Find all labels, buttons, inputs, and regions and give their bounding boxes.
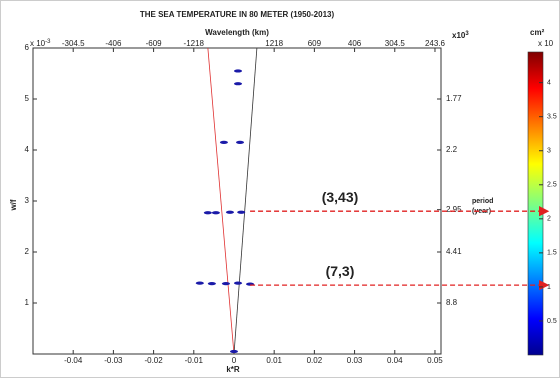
x2-tick-label: -1218 [184, 39, 205, 48]
colorbar-tick-label: 2 [547, 216, 551, 223]
y2-tick-label: 8.8 [446, 298, 458, 307]
colorbar-tick-label: 1.5 [547, 250, 557, 257]
y2-tick-label: 2.2 [446, 145, 458, 154]
x2-tick-label: 304.5 [385, 39, 406, 48]
x2-tick-label: -304.5 [62, 39, 85, 48]
x-label: k*R [226, 365, 240, 374]
annotation: (3,43) [322, 189, 359, 205]
colorbar [527, 51, 544, 356]
point [195, 281, 204, 285]
point [221, 282, 230, 286]
x-tick-label: 0.02 [307, 356, 323, 365]
x-tick-label: 0 [232, 356, 237, 365]
exponent: x 10-3 [30, 39, 51, 49]
annotation: (7,3) [326, 263, 355, 279]
point [229, 349, 238, 354]
x-tick-label: 0.05 [427, 356, 443, 365]
point [237, 210, 246, 214]
point [234, 281, 243, 285]
y-tick-label: 4 [25, 145, 30, 154]
x-tick-label: 0.03 [347, 356, 363, 365]
point [219, 140, 228, 144]
colorbar-unit: cm² [530, 28, 545, 37]
x-tick-label: -0.03 [104, 356, 123, 365]
point [225, 210, 234, 214]
chart-title: THE SEA TEMPERATURE IN 80 METER (1950-20… [140, 10, 335, 19]
colorbar-tick-label: 1 [547, 284, 551, 291]
x2-tick-label: 1218 [265, 39, 283, 48]
x2-tick-label: 406 [348, 39, 362, 48]
y2-label: period [472, 198, 493, 205]
colorbar-tick-label: 2.5 [547, 182, 557, 189]
x2-tick-label: 243.6 [425, 39, 446, 48]
dispersion-line [233, 47, 258, 355]
x2-label: Wavelength (km) [205, 28, 269, 37]
x2-tick-label: -609 [146, 39, 163, 48]
point [207, 282, 216, 286]
x2-tick-label: -406 [105, 39, 122, 48]
colorbar-tick-label: 3 [547, 148, 551, 155]
exponent: x103 [452, 31, 469, 41]
point [234, 82, 243, 86]
colorbar-tick-label: 3.5 [547, 114, 557, 121]
colorbar-exponent: x 10 [538, 39, 554, 48]
y2-label: (year) [472, 208, 491, 215]
y-tick-label: 6 [25, 43, 30, 52]
x-tick-label: -0.04 [64, 356, 83, 365]
x2-tick-label: 609 [308, 39, 322, 48]
x-tick-label: 0.04 [387, 356, 403, 365]
point [234, 69, 243, 73]
y2-tick-label: 1.77 [446, 94, 462, 103]
colorbar-tick-label: 0.5 [547, 318, 557, 325]
y-label: w/f [9, 199, 18, 211]
y2-tick-label: 4.41 [446, 247, 462, 256]
y2-tick-label: 2.95 [446, 205, 462, 214]
y-tick-label: 3 [25, 196, 30, 205]
x-tick-label: -0.01 [185, 356, 204, 365]
point [211, 211, 220, 215]
colorbar-tick-label: 4 [547, 79, 551, 86]
y-tick-label: 1 [25, 298, 30, 307]
y-tick-label: 5 [25, 94, 30, 103]
dispersion-line [207, 47, 235, 355]
point [203, 211, 212, 215]
x-tick-label: 0.01 [266, 356, 282, 365]
point [236, 140, 245, 144]
y-tick-label: 2 [25, 247, 30, 256]
x-tick-label: -0.02 [144, 356, 163, 365]
